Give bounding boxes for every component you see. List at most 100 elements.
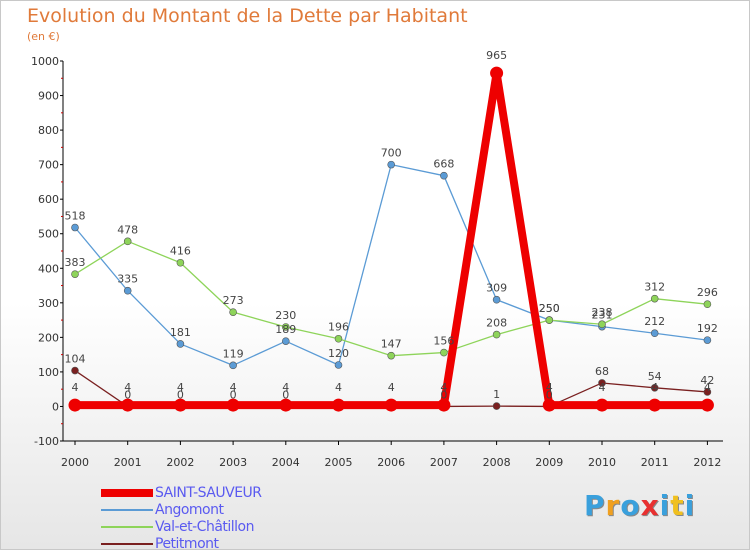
y-tick-label: 300 <box>38 297 59 310</box>
data-label: 120 <box>328 347 349 360</box>
data-point <box>648 398 662 412</box>
data-label: 68 <box>595 365 609 378</box>
data-point <box>173 398 187 412</box>
logo-letter: t <box>670 489 685 522</box>
data-point <box>703 388 712 396</box>
y-tick-label: 100 <box>38 366 59 379</box>
data-point <box>545 316 554 324</box>
x-tick-label: 2007 <box>430 456 458 469</box>
data-label: 181 <box>170 326 191 339</box>
data-label: 0 <box>546 388 553 401</box>
data-point <box>279 398 293 412</box>
data-point <box>542 398 556 412</box>
data-label: 478 <box>117 223 138 236</box>
logo-letter: P <box>584 489 606 522</box>
data-label: 4 <box>651 381 658 394</box>
data-label: 250 <box>539 302 560 315</box>
data-label: 238 <box>592 306 613 319</box>
legend-swatch <box>101 526 153 528</box>
x-tick-label: 2001 <box>114 456 142 469</box>
data-label: 4 <box>124 381 131 394</box>
data-label: 4 <box>282 381 289 394</box>
legend-label: Angomont <box>155 502 224 518</box>
data-label: 147 <box>381 338 402 351</box>
y-tick-label: 400 <box>38 262 59 275</box>
data-point <box>334 361 343 369</box>
data-point <box>281 337 290 345</box>
data-label: 518 <box>65 210 86 223</box>
data-point <box>650 329 659 338</box>
x-tick-label: 2005 <box>325 456 353 469</box>
data-point <box>281 323 290 331</box>
logo-letter: x <box>640 489 660 522</box>
data-label: 335 <box>117 273 138 286</box>
data-point <box>700 398 714 412</box>
data-label: 250 <box>539 302 560 315</box>
data-point <box>492 402 501 410</box>
data-label: 0 <box>177 388 184 401</box>
data-label: 4 <box>440 381 447 394</box>
data-label: 700 <box>381 147 402 160</box>
data-point <box>384 398 398 412</box>
x-tick-label: 2010 <box>588 456 616 469</box>
data-label: 296 <box>697 286 718 299</box>
logo-letter: i <box>684 489 696 522</box>
legend-label: SAINT-SAUVEUR <box>155 485 262 501</box>
logo-letter: i <box>659 489 671 522</box>
legend-label: Petitmont <box>155 536 219 552</box>
data-point <box>68 398 82 412</box>
data-label: 0 <box>230 388 237 401</box>
data-label: 192 <box>697 322 718 335</box>
data-label: 416 <box>170 245 191 258</box>
data-label: 54 <box>648 370 662 383</box>
data-point <box>121 398 135 412</box>
data-point <box>226 398 240 412</box>
data-label: 230 <box>275 309 296 322</box>
proxiti-logo: Proxiti <box>584 489 695 522</box>
data-label: 104 <box>65 353 86 366</box>
data-point <box>229 308 237 316</box>
x-tick-label: 2008 <box>483 456 511 469</box>
data-point <box>387 351 396 360</box>
data-point <box>490 66 504 80</box>
data-label: 4 <box>177 381 184 394</box>
y-tick-label: 1000 <box>31 55 59 68</box>
x-tick-label: 2006 <box>377 456 405 469</box>
data-point <box>650 294 659 303</box>
data-label: 4 <box>599 381 606 394</box>
data-label: 312 <box>644 281 665 294</box>
data-label: 4 <box>72 381 79 394</box>
data-point <box>123 286 132 295</box>
y-tick-label: 800 <box>38 124 59 137</box>
legend-label: Val-et-Châtillon <box>155 519 255 535</box>
data-label: 0 <box>440 388 447 401</box>
data-point <box>703 336 712 344</box>
y-tick-label: 500 <box>38 228 59 241</box>
data-point <box>71 270 79 278</box>
data-label: 212 <box>644 315 665 328</box>
x-tick-label: 2003 <box>219 456 247 469</box>
data-label: 156 <box>433 335 454 348</box>
data-label: 4 <box>704 381 711 394</box>
unit-label: (en €) <box>27 30 60 43</box>
data-point <box>598 320 606 329</box>
legend-swatch <box>101 509 153 511</box>
logo-letter: r <box>605 489 621 522</box>
data-label: 196 <box>328 321 349 334</box>
data-label: 668 <box>433 158 454 171</box>
data-point <box>440 348 448 357</box>
data-label: 208 <box>486 317 507 330</box>
chart-title: Evolution du Montant de la Dette par Hab… <box>27 5 468 27</box>
y-tick-label: 600 <box>38 193 59 206</box>
data-label: 119 <box>223 347 244 360</box>
data-label: 4 <box>388 381 395 394</box>
data-point <box>176 258 185 267</box>
data-point <box>176 340 185 348</box>
data-point <box>123 237 132 246</box>
x-tick-label: 2004 <box>272 456 300 469</box>
y-tick-label: 0 <box>52 400 59 413</box>
data-point <box>650 383 659 392</box>
data-point <box>703 300 712 309</box>
data-label: 0 <box>124 388 131 401</box>
data-label: 4 <box>335 381 342 394</box>
